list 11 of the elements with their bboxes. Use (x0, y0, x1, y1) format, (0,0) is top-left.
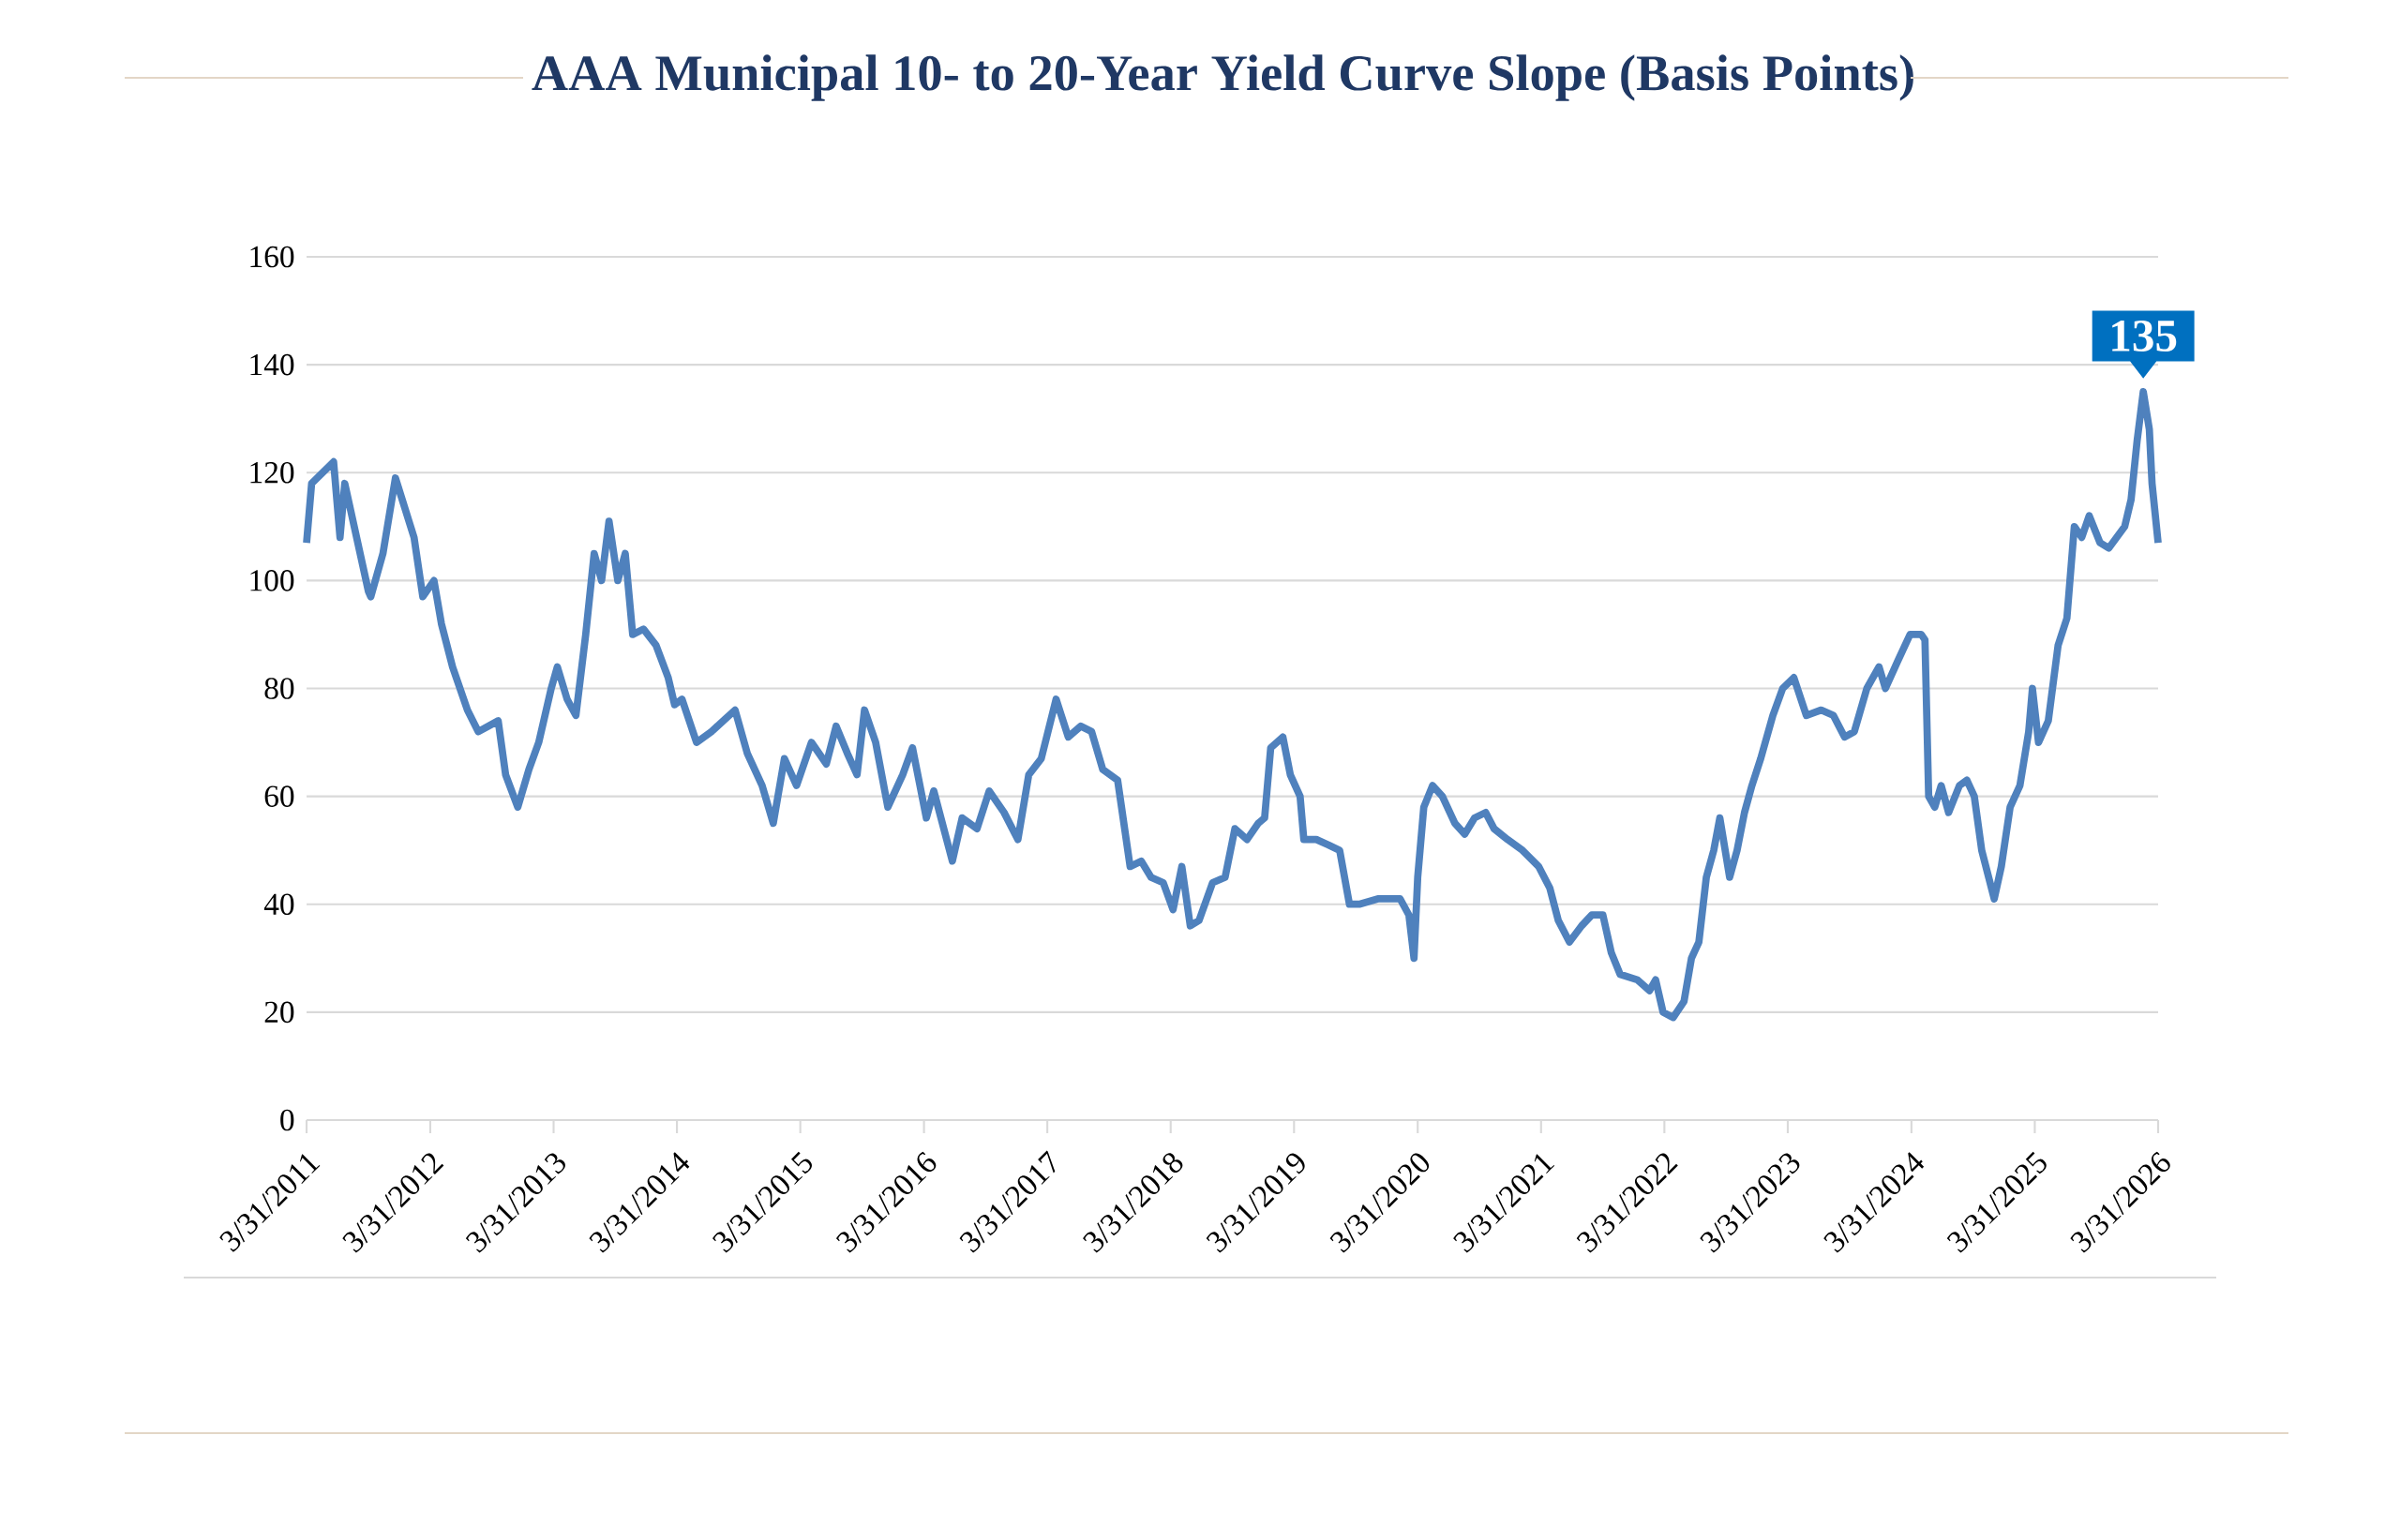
y-tick-label: 60 (264, 785, 294, 807)
y-tick-label: 120 (250, 461, 294, 484)
chart-title: AAA Municipal 10- to 20-Year Yield Curve Slope (Basis Points) (532, 54, 1913, 101)
y-tick-label: 20 (264, 1001, 294, 1024)
y-tick-label: 40 (263, 893, 294, 915)
y-tick-label: 80 (264, 678, 294, 699)
annotation: 135 (2112, 320, 2177, 352)
y-tick-label: 0 (280, 1109, 294, 1131)
y-tick-label: 160 (250, 246, 294, 268)
y-tick-label: 100 (250, 570, 294, 591)
y-tick-label: 140 (250, 353, 294, 376)
